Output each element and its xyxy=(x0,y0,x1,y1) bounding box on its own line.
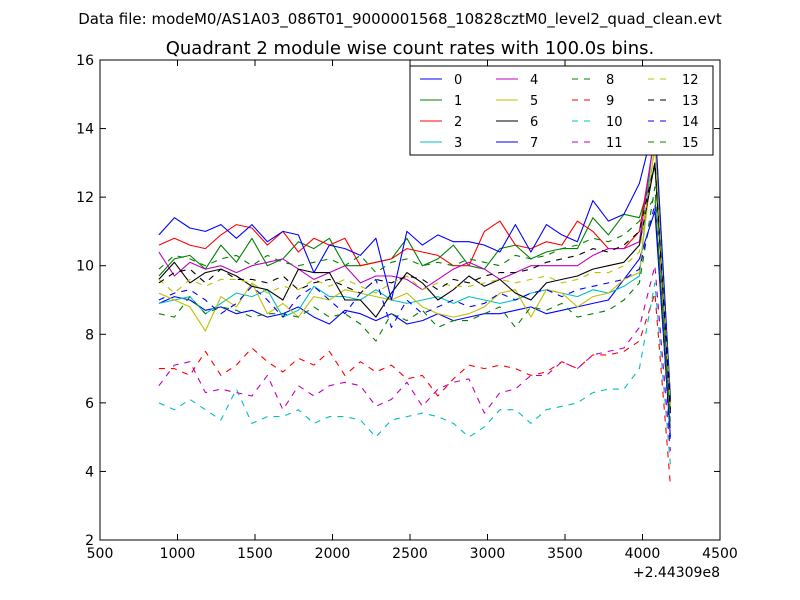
x-tick-label: 3000 xyxy=(470,546,506,562)
x-tick-label: 2000 xyxy=(315,546,351,562)
series-line-15 xyxy=(158,196,671,424)
legend-label-7: 7 xyxy=(530,136,538,151)
series-line-5 xyxy=(158,141,671,400)
legend-label-1: 1 xyxy=(454,94,462,109)
legend-label-8: 8 xyxy=(606,73,614,88)
series-line-2 xyxy=(158,134,671,397)
series-line-1 xyxy=(158,165,671,403)
series-line-0 xyxy=(158,210,671,438)
series-line-13 xyxy=(158,162,671,414)
y-tick-label: 4 xyxy=(85,464,94,480)
series-layer xyxy=(158,121,671,486)
legend-label-9: 9 xyxy=(606,94,614,109)
legend-label-12: 12 xyxy=(682,73,699,88)
legend-label-3: 3 xyxy=(454,136,462,151)
legend-label-4: 4 xyxy=(530,73,538,88)
legend-box xyxy=(409,65,714,156)
series-line-14 xyxy=(158,203,671,445)
series-line-4 xyxy=(158,131,671,403)
y-tick-label: 10 xyxy=(76,259,94,275)
y-tick-label: 6 xyxy=(85,396,94,412)
x-tick-label: 1500 xyxy=(237,546,273,562)
axis-layer: 500 1000 1500 2000 2500 3000 3500 4000 4500 2 4 6 8 1… xyxy=(76,53,738,562)
series-line-11 xyxy=(158,265,671,451)
y-tick-label: 12 xyxy=(76,190,94,206)
y-tick-label: 16 xyxy=(76,53,94,69)
legend-label-10: 10 xyxy=(606,115,623,130)
x-offset-label: +2.44309e8 xyxy=(633,565,720,581)
series-line-8 xyxy=(158,186,671,431)
y-tick-label: 2 xyxy=(85,533,94,549)
x-tick-label: 3500 xyxy=(547,546,583,562)
series-line-12 xyxy=(158,148,671,407)
legend-label-2: 2 xyxy=(454,115,462,130)
series-line-7 xyxy=(158,121,671,400)
x-tick-label: 2500 xyxy=(392,546,428,562)
x-tick-label: 4500 xyxy=(702,546,738,562)
x-tick-label: 1000 xyxy=(160,546,196,562)
x-tick-label: 500 xyxy=(87,546,114,562)
legend-label-14: 14 xyxy=(682,115,699,130)
legend-label-11: 11 xyxy=(606,136,623,151)
legend-label-5: 5 xyxy=(530,94,538,109)
legend-label-6: 6 xyxy=(530,115,538,130)
legend-label-15: 15 xyxy=(682,136,699,151)
figure-suptitle: Data file: modeM0/AS1A03_086T01_90000015… xyxy=(78,10,722,29)
y-tick-label: 14 xyxy=(76,122,94,138)
x-tick-label: 4000 xyxy=(625,546,661,562)
chart-title: Quadrant 2 module wise count rates with … xyxy=(166,38,655,59)
y-tick-label: 8 xyxy=(85,327,94,343)
plot-frame xyxy=(99,59,721,541)
legend-label-0: 0 xyxy=(454,73,462,88)
legend-label-13: 13 xyxy=(682,94,699,109)
